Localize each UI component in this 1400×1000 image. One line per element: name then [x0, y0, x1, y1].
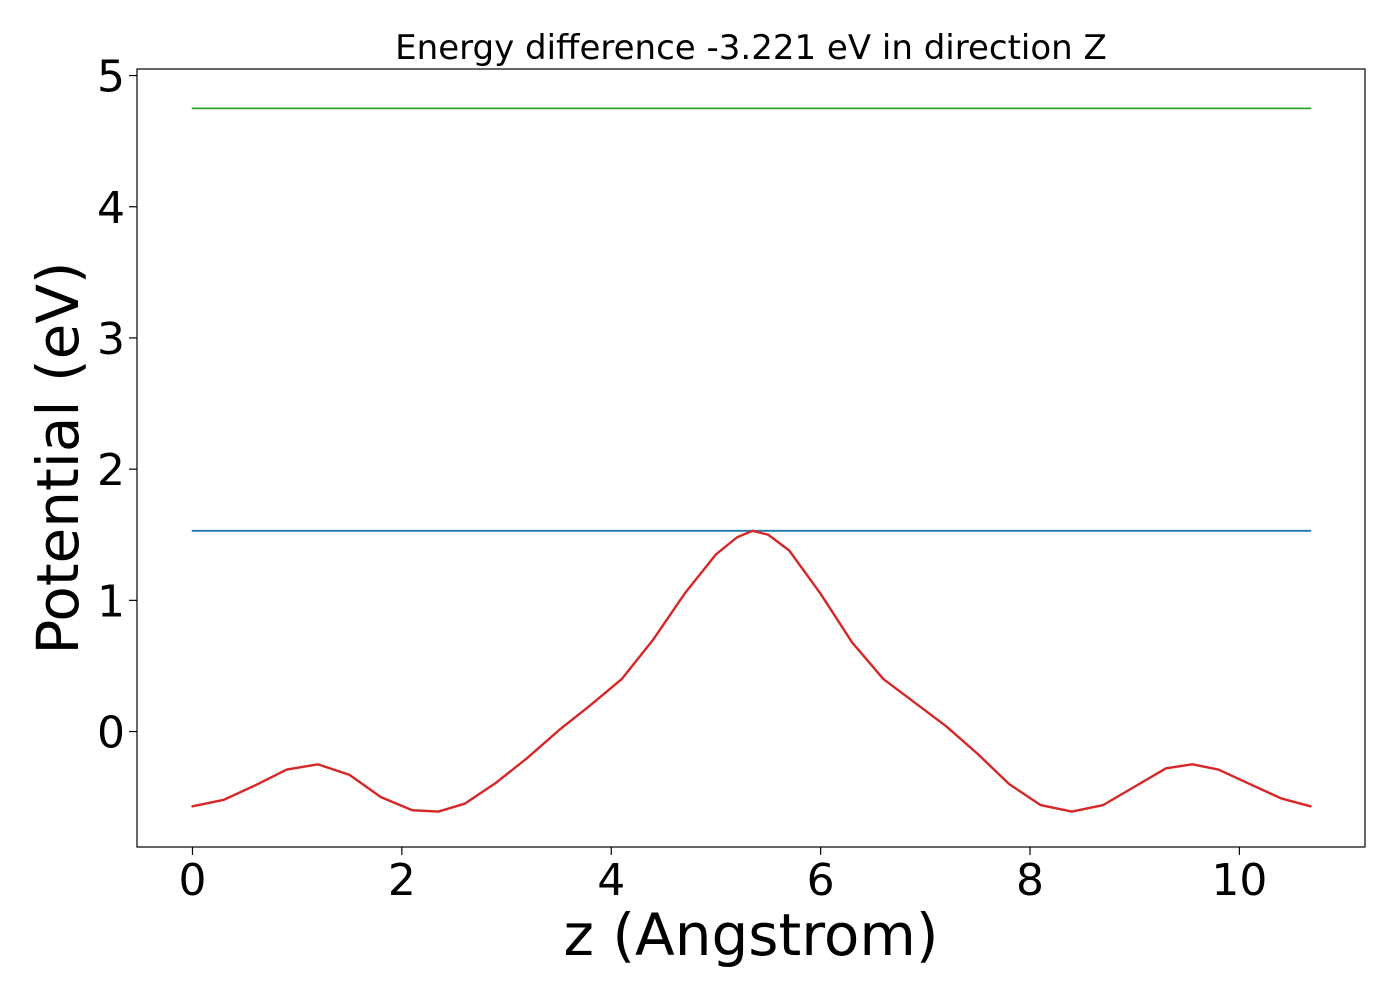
series-layer: [191, 107, 1312, 813]
y-tick-label-4: 4: [97, 183, 125, 234]
x-tick-label-3: 6: [807, 855, 835, 906]
x-axis: 0 2 4 6 8 10: [178, 847, 1267, 906]
x-tick-label-4: 8: [1016, 855, 1044, 906]
plot-frame: [136, 68, 1366, 848]
y-axis: 0 1 2 3 4 5: [97, 52, 137, 759]
y-tick-label-0: 0: [97, 708, 125, 759]
x-axis-label: z (Angstrom): [564, 901, 939, 969]
y-tick-label-5: 5: [97, 52, 125, 103]
x-tick-label-1: 2: [388, 855, 416, 906]
y-tick-label-2: 2: [97, 445, 125, 496]
y-tick-label-3: 3: [97, 314, 125, 365]
y-axis-label: Potential (eV): [24, 261, 92, 654]
chart-title: Energy difference -3.221 eV in direction…: [395, 28, 1107, 68]
plot-area: [136, 68, 1366, 848]
y-tick-label-1: 1: [97, 576, 125, 627]
x-tick-label-2: 4: [597, 855, 625, 906]
x-tick-label-5: 10: [1211, 855, 1267, 906]
series-line-2: [191, 529, 1312, 813]
x-tick-label-0: 0: [178, 855, 206, 906]
